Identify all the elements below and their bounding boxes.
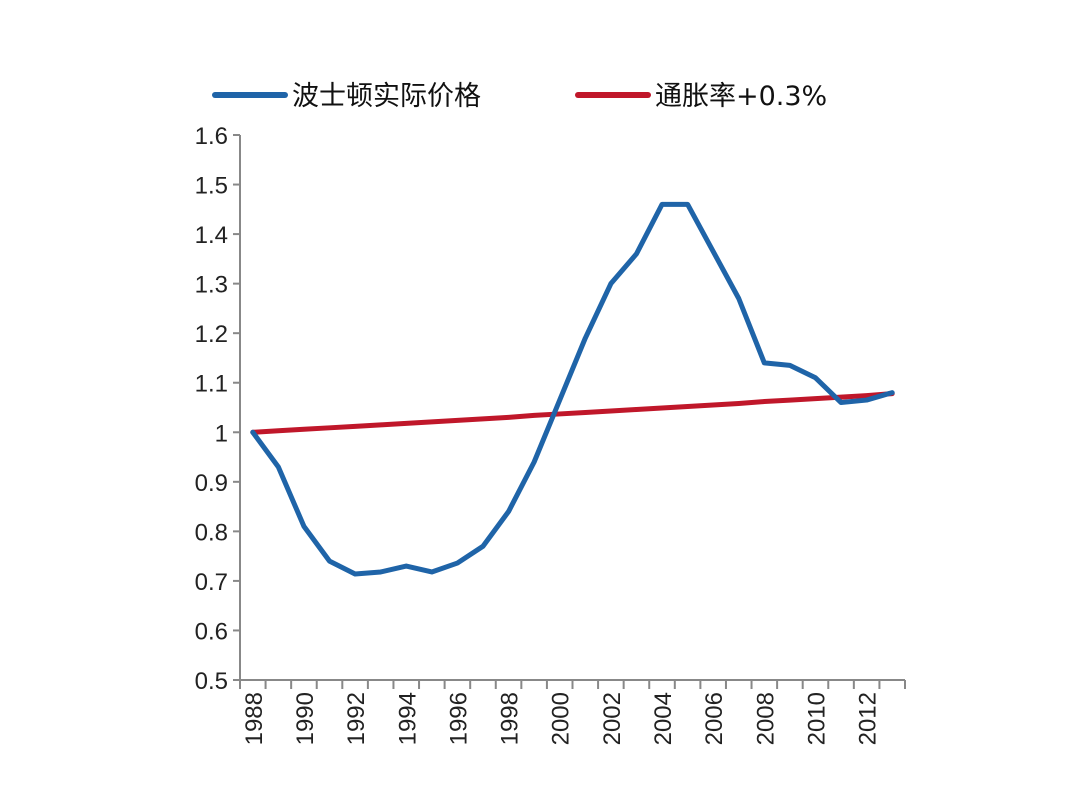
x-tick-label: 1990 bbox=[292, 692, 319, 745]
x-tick-label: 1988 bbox=[241, 692, 268, 745]
y-tick-label: 0.9 bbox=[195, 470, 228, 497]
legend: 波士顿实际价格 通胀率+0.3% bbox=[212, 81, 827, 112]
y-tick-label: 1 bbox=[215, 420, 228, 447]
series-line bbox=[250, 391, 895, 435]
y-tick-label: 1.3 bbox=[195, 272, 228, 299]
series-lines bbox=[250, 201, 895, 577]
x-tick-label: 2010 bbox=[803, 692, 830, 745]
axes: 0.5 0.6 0.7 0.8 0.9 1 1.1 1.2 1.3 1.4 1.5 1.6 1988 19… bbox=[195, 123, 906, 745]
x-tick-label: 1994 bbox=[394, 692, 421, 745]
y-tick-label: 1.1 bbox=[195, 371, 228, 398]
y-tick-label: 0.5 bbox=[195, 668, 228, 695]
x-tick-label: 1992 bbox=[343, 692, 370, 745]
legend-label: 通胀率+0.3% bbox=[655, 81, 827, 112]
x-tick-label: 1996 bbox=[445, 692, 472, 745]
x-tick-label: 1998 bbox=[497, 692, 524, 745]
y-tick-label: 1.4 bbox=[195, 222, 228, 249]
x-tick-label: 2012 bbox=[855, 692, 882, 745]
y-tick-label: 0.8 bbox=[195, 519, 228, 546]
legend-label: 波士顿实际价格 bbox=[292, 81, 481, 112]
x-tick-label: 2000 bbox=[548, 692, 575, 745]
x-tick-label: 2002 bbox=[599, 692, 626, 745]
x-tick-label: 2008 bbox=[752, 692, 779, 745]
y-tick-label: 1.6 bbox=[195, 123, 228, 150]
y-tick-label: 0.7 bbox=[195, 569, 228, 596]
x-tick-label: 2004 bbox=[650, 692, 677, 745]
y-tick-label: 1.2 bbox=[195, 321, 228, 348]
y-tick-label: 0.6 bbox=[195, 618, 228, 645]
x-tick-label: 2006 bbox=[701, 692, 728, 745]
series-line bbox=[250, 201, 895, 577]
y-tick-label: 1.5 bbox=[195, 173, 228, 200]
